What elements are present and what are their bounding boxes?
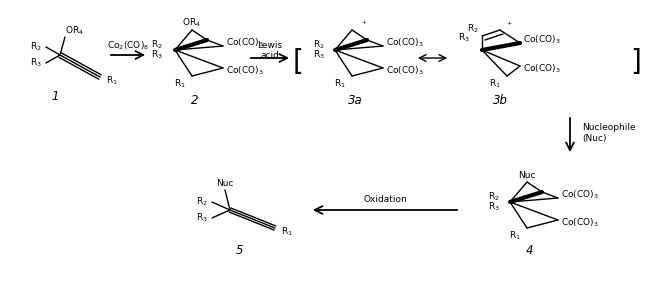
Text: Lewis: Lewis (257, 41, 283, 51)
Text: 4: 4 (526, 243, 534, 256)
Text: R$_2$: R$_2$ (467, 23, 479, 35)
Text: Oxidation: Oxidation (363, 195, 407, 204)
Text: Co$_2$(CO)$_8$: Co$_2$(CO)$_8$ (107, 40, 149, 52)
Text: Co(CO)$_3$: Co(CO)$_3$ (561, 189, 599, 201)
Text: 3a: 3a (348, 93, 363, 106)
Text: Co(CO)$_3$: Co(CO)$_3$ (226, 37, 264, 49)
Text: R$_3$: R$_3$ (458, 32, 470, 44)
Text: R$_1$: R$_1$ (106, 75, 118, 87)
Text: R$_2$: R$_2$ (31, 41, 42, 53)
Text: 3b: 3b (493, 93, 508, 106)
Text: ]: ] (630, 48, 642, 76)
Text: $^+$: $^+$ (505, 20, 513, 30)
Text: R$_1$: R$_1$ (334, 78, 346, 90)
Text: 1: 1 (51, 91, 58, 103)
Text: Co(CO)$_3$: Co(CO)$_3$ (523, 34, 561, 46)
Text: (Nuc): (Nuc) (582, 133, 606, 143)
Text: [: [ (292, 48, 304, 76)
Text: R$_3$: R$_3$ (151, 49, 163, 61)
Text: R$_3$: R$_3$ (196, 212, 208, 224)
Text: Co(CO)$_3$: Co(CO)$_3$ (386, 37, 424, 49)
Text: R$_1$: R$_1$ (489, 78, 501, 90)
Text: Co(CO)$_3$: Co(CO)$_3$ (386, 65, 424, 77)
Text: R$_1$: R$_1$ (174, 78, 186, 90)
Text: 5: 5 (236, 243, 244, 256)
Text: R$_2$: R$_2$ (488, 191, 500, 203)
Text: R$_1$: R$_1$ (281, 226, 293, 238)
Text: $^+$: $^+$ (360, 20, 368, 28)
Text: Nuc: Nuc (216, 179, 234, 189)
Text: R$_3$: R$_3$ (30, 57, 42, 69)
Text: Co(CO)$_3$: Co(CO)$_3$ (561, 217, 599, 229)
Text: OR$_4$: OR$_4$ (183, 17, 202, 29)
Text: R$_2$: R$_2$ (196, 196, 208, 208)
Text: R$_2$: R$_2$ (313, 39, 325, 51)
Text: Co(CO)$_3$: Co(CO)$_3$ (226, 65, 264, 77)
Text: OR$_4$: OR$_4$ (65, 25, 84, 37)
Text: Nucleophile: Nucleophile (582, 124, 636, 133)
Text: 2: 2 (191, 93, 199, 106)
Text: R$_2$: R$_2$ (151, 39, 163, 51)
Text: Co(CO)$_3$: Co(CO)$_3$ (523, 63, 561, 75)
Text: R$_3$: R$_3$ (488, 201, 500, 213)
Text: R$_1$: R$_1$ (509, 230, 521, 242)
Text: R$_3$: R$_3$ (313, 49, 325, 61)
Text: acid: acid (261, 51, 280, 60)
Text: Nuc: Nuc (518, 170, 536, 179)
